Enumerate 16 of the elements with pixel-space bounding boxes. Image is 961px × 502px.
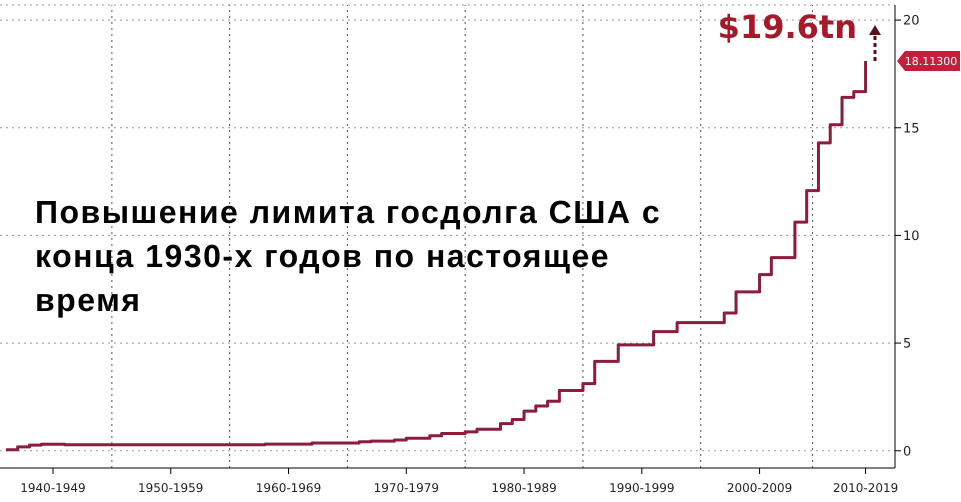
text: Повышение лимита госдолга США с конца 1930-х годов по настоящее время xyxy=(35,193,662,320)
y-tick-label: 15 xyxy=(903,121,920,136)
y-tick-label: 5 xyxy=(903,336,912,352)
x-tick-label: 2010-2019 xyxy=(832,481,898,495)
x-tick-label: 1970-1979 xyxy=(374,481,439,495)
x-tick-label: 1980-1989 xyxy=(491,481,557,495)
x-tick-label: 1990-1999 xyxy=(609,481,675,495)
y-tick-label: 20 xyxy=(903,14,920,29)
y-tick-label: 10 xyxy=(903,229,920,244)
x-tick-label: 1940-1949 xyxy=(20,481,86,495)
x-tick-label: 1950-1959 xyxy=(138,481,204,495)
x-tick-label: 2000-2009 xyxy=(726,481,792,495)
annotation: $19.6tn xyxy=(718,8,857,46)
text: 18.11300 xyxy=(904,54,958,68)
y-tick-label: 0 xyxy=(903,444,912,460)
x-tick-label: 1960-1969 xyxy=(256,481,322,495)
